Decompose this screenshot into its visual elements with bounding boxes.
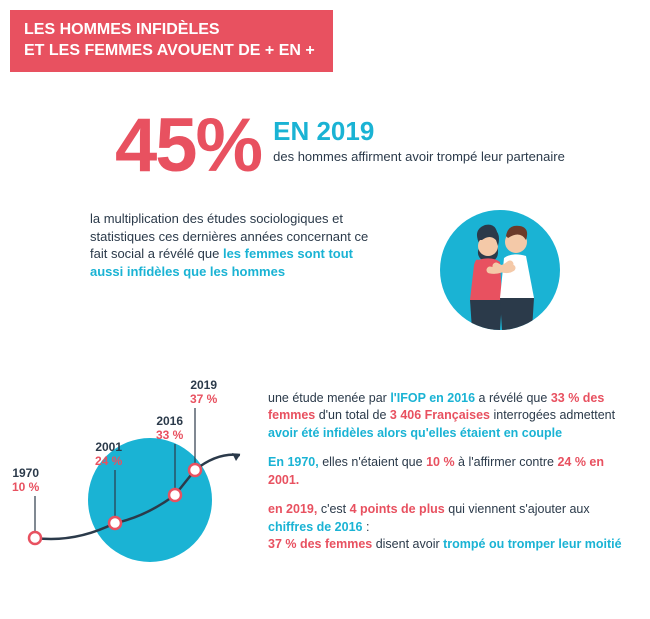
header-banner: LES HOMMES INFIDÈLES ET LES FEMMES AVOUE… <box>10 10 333 72</box>
couple-illustration <box>440 210 560 330</box>
big-stat-year: EN 2019 <box>273 116 565 147</box>
paragraph-1: une étude menée par l'IFOP en 2016 a rév… <box>268 390 628 443</box>
chart-point-label: 200124 % <box>95 440 122 469</box>
chart-point-label: 201937 % <box>190 378 217 407</box>
paragraph-2: En 1970, elles n'étaient que 10 % à l'af… <box>268 454 628 489</box>
big-percent: 45% <box>115 112 261 180</box>
big-stat-right: EN 2019 des hommes affirment avoir tromp… <box>273 116 565 166</box>
big-stat: 45% EN 2019 des hommes affirment avoir t… <box>115 112 650 180</box>
line-chart: 197010 % 200124 % 201633 % 201937 % <box>10 370 260 570</box>
header-line2: ET LES FEMMES AVOUENT DE + EN + <box>24 42 315 59</box>
header-line1: LES HOMMES INFIDÈLES <box>24 21 220 38</box>
bottom-row: 197010 % 200124 % 201633 % 201937 % une étu… <box>10 370 650 570</box>
mid-row: la multiplication des études sociologiqu… <box>90 210 650 330</box>
paragraph-3: en 2019, c'est 4 points de plus qui vien… <box>268 501 628 554</box>
right-text: une étude menée par l'IFOP en 2016 a rév… <box>268 390 628 566</box>
chart-point-label: 197010 % <box>12 466 39 495</box>
chart-point-label: 201633 % <box>156 414 183 443</box>
big-stat-subtitle: des hommes affirment avoir trompé leur p… <box>273 149 565 166</box>
mid-paragraph: la multiplication des études sociologiqu… <box>90 210 380 280</box>
